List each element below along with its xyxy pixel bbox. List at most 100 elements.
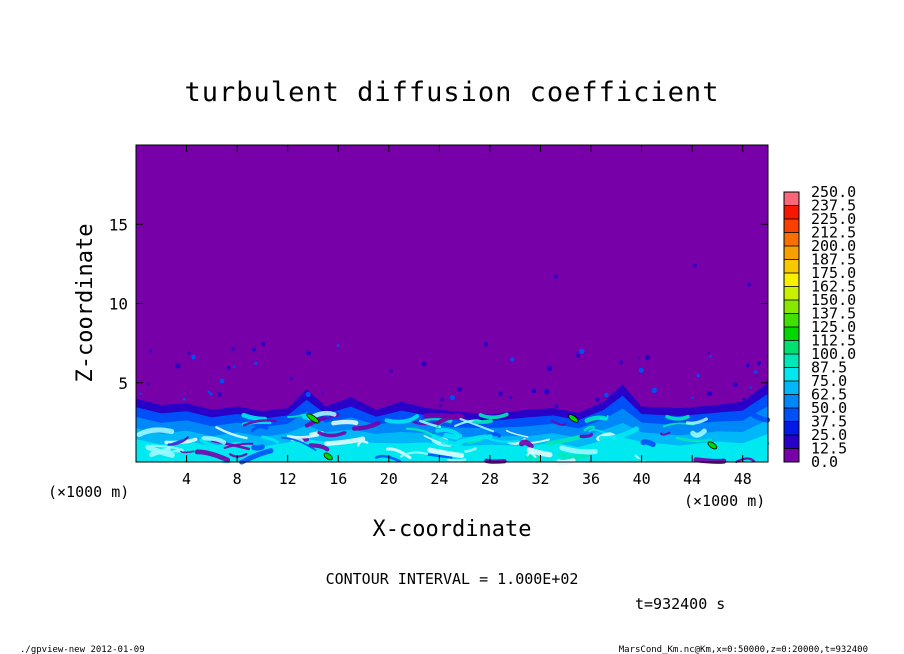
turbulence-blob	[149, 349, 153, 353]
turbulence-filament	[672, 456, 682, 462]
turbulence-blob	[509, 396, 513, 400]
turbulence-filament	[459, 417, 495, 433]
colorbar-swatch	[784, 192, 799, 206]
colorbar-label: 200.0	[811, 237, 856, 255]
colorbar-swatch	[784, 232, 799, 246]
turbulence-filament	[201, 436, 227, 445]
turbulence-blob	[217, 392, 222, 397]
contour-patch	[707, 441, 718, 450]
turbulence-blob	[439, 404, 443, 408]
turbulence-filament	[660, 431, 671, 436]
turbulence-blob	[644, 354, 650, 360]
colorbar-label: 25.0	[811, 426, 847, 444]
x-tick-label: 24	[430, 470, 448, 488]
turbulence-filament	[550, 419, 566, 426]
turbulence-blob	[147, 382, 150, 386]
turbulence-filament	[145, 444, 175, 458]
turbulence-filament	[412, 421, 437, 426]
turbulence-filament	[659, 452, 681, 456]
colorbar-label: 62.5	[811, 386, 847, 404]
x-tick-label: 20	[380, 470, 398, 488]
turbulence-blob	[691, 396, 694, 400]
turbulence-field	[136, 263, 771, 466]
contour-patch	[568, 414, 579, 423]
turbulence-filament	[435, 427, 463, 438]
turbulence-blob	[187, 351, 191, 355]
turbulence-filament	[251, 444, 265, 451]
turbulence-filament	[281, 436, 317, 452]
turbulence-blob	[398, 403, 403, 408]
turbulence-blob	[742, 397, 747, 402]
x-tick-label: 32	[531, 470, 549, 488]
turbulence-blob	[575, 350, 579, 354]
turbulence-blob	[546, 365, 553, 372]
x-unit-label-right: (×1000 m)	[684, 492, 765, 510]
turbulence-filament	[386, 447, 412, 460]
turbulence-filament	[690, 428, 707, 438]
colorbar-label: 100.0	[811, 345, 856, 363]
turbulence-blob	[651, 387, 658, 394]
turbulence-filament	[194, 449, 231, 463]
x-tick-label: 36	[582, 470, 600, 488]
turbulence-blob	[219, 378, 225, 384]
turbulence-blob	[747, 282, 752, 287]
turbulence-filament	[324, 436, 366, 446]
colorbar-label: 37.5	[811, 413, 847, 431]
colorbar-label: 12.5	[811, 440, 847, 458]
turbulence-filament	[242, 419, 277, 427]
turbulence-filament	[583, 425, 596, 432]
colorbar-label: 112.5	[811, 332, 856, 350]
turbulence-blob	[483, 342, 489, 347]
turbulence-blob	[175, 363, 181, 369]
turbulence-blob	[709, 355, 712, 358]
turbulence-filament	[526, 447, 553, 458]
turbulence-blob	[510, 357, 515, 362]
turbulence-blob	[457, 386, 463, 392]
turbulence-filament	[150, 444, 179, 450]
turbulence-filament	[241, 412, 268, 422]
turbulence-blob	[638, 367, 644, 373]
turbulence-blob	[254, 361, 258, 365]
colorbar-swatch	[784, 259, 799, 273]
turbulence-filament	[557, 451, 590, 461]
footer-left: ./gpview-new 2012-01-09	[20, 645, 145, 654]
turbulence-blob	[749, 386, 752, 389]
turbulence-blob	[553, 274, 558, 279]
turbulence-blob	[261, 342, 266, 347]
contour-patch	[306, 413, 320, 424]
colorbar-swatch	[784, 273, 799, 287]
turbulence-filament	[239, 448, 274, 465]
colorbar-label: 137.5	[811, 305, 856, 323]
turbulence-blob	[336, 344, 340, 347]
colorbar-label: 175.0	[811, 264, 856, 282]
colorbar-label: 162.5	[811, 278, 856, 296]
turbulence-filament	[505, 429, 529, 438]
turbulence-blob	[543, 388, 550, 395]
turbulence-filament	[427, 453, 453, 459]
x-tick-label: 44	[683, 470, 701, 488]
turbulence-filament	[423, 417, 453, 423]
turbulence-filament	[331, 419, 359, 426]
turbulence-filament	[223, 442, 254, 449]
turbulence-blob	[707, 352, 710, 355]
y-axis-ticks: 5 10 15	[109, 215, 768, 393]
turbulence-filament	[464, 447, 477, 453]
turbulence-blob	[554, 404, 559, 409]
time-text: t=932400 s	[635, 595, 725, 613]
colorbar: 0.012.525.037.550.062.575.087.5100.0112.…	[783, 183, 856, 471]
footer-right: MarsCond_Km.nc@Km,x=0:50000,z=0:20000,t=…	[619, 645, 868, 654]
x-tick-label: 4	[182, 470, 191, 488]
turbulence-filament	[588, 429, 607, 435]
turbulence-blob	[755, 374, 758, 377]
turbulence-blob	[139, 392, 142, 395]
turbulence-filament	[675, 436, 713, 443]
turbulence-filament	[215, 426, 248, 440]
x-tick-label: 48	[734, 470, 752, 488]
turbulence-filament	[693, 457, 727, 465]
turbulence-filament	[443, 432, 460, 440]
turbulence-blob	[706, 390, 713, 397]
turbulence-filament	[446, 458, 467, 462]
turbulence-blob	[756, 361, 761, 366]
turbulence-blob	[619, 360, 624, 365]
x-tick-label: 8	[233, 470, 242, 488]
